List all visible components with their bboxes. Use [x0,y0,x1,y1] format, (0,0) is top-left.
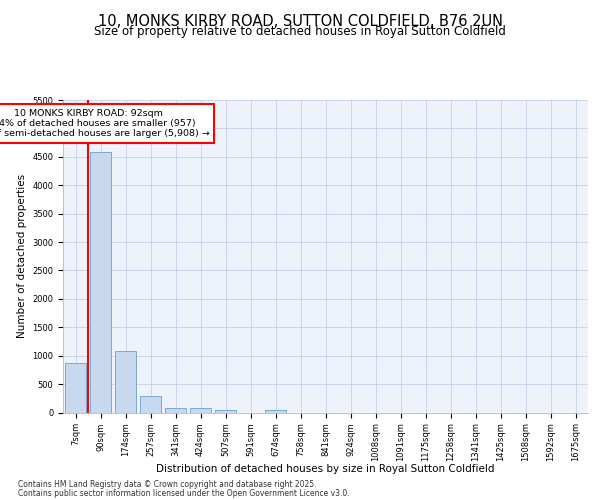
Text: 10, MONKS KIRBY ROAD, SUTTON COLDFIELD, B76 2UN: 10, MONKS KIRBY ROAD, SUTTON COLDFIELD, … [97,14,503,29]
Text: 10 MONKS KIRBY ROAD: 92sqm
← 14% of detached houses are smaller (957)
86% of sem: 10 MONKS KIRBY ROAD: 92sqm ← 14% of deta… [0,108,209,138]
Bar [115,351,136,412]
Bar [265,410,286,412]
Y-axis label: Number of detached properties: Number of detached properties [17,174,26,338]
Bar [190,408,211,412]
X-axis label: Distribution of detached houses by size in Royal Sutton Coldfield: Distribution of detached houses by size … [156,464,495,474]
Text: Contains public sector information licensed under the Open Government Licence v3: Contains public sector information licen… [18,488,350,498]
Bar [165,408,186,412]
Text: Contains HM Land Registry data © Crown copyright and database right 2025.: Contains HM Land Registry data © Crown c… [18,480,317,489]
Bar [90,152,111,412]
Text: Size of property relative to detached houses in Royal Sutton Coldfield: Size of property relative to detached ho… [94,25,506,38]
Bar [65,362,86,412]
Bar [140,396,161,412]
Bar [215,410,236,412]
